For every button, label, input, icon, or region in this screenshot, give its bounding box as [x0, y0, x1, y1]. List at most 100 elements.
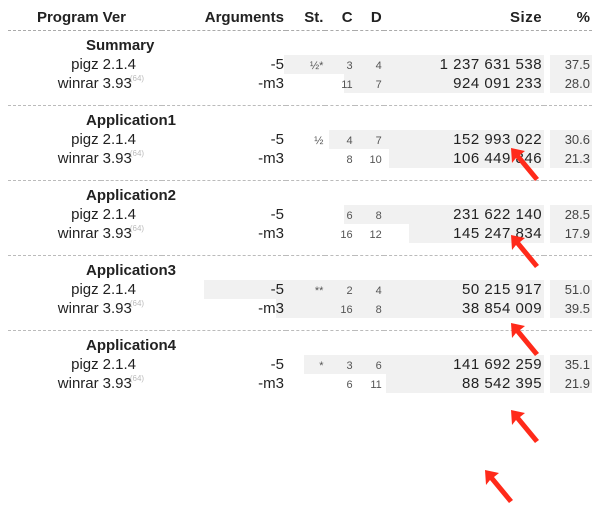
cell-st: **	[286, 280, 326, 299]
cell-arg: -m3	[162, 74, 286, 93]
cell-pct: 28.0	[544, 74, 592, 93]
arrow-icon	[511, 410, 539, 443]
group-title: Summary	[8, 31, 592, 55]
cell-pct: 30.6	[544, 130, 592, 149]
cell-d: 4	[355, 55, 384, 74]
cell-c: 3	[325, 55, 354, 74]
cell-size: 145 247 834	[384, 224, 544, 243]
cell-size: 924 091 233	[384, 74, 544, 93]
cell-arg: -5	[162, 130, 286, 149]
cell-pct: 21.9	[544, 374, 592, 393]
cell-st	[286, 149, 326, 168]
cell-c: 6	[325, 374, 354, 393]
cell-size: 106 449 846	[384, 149, 544, 168]
data-row: pigz2.1.4-5½47152 993 02230.6	[8, 130, 592, 149]
cell-st	[286, 224, 326, 243]
cell-d: 8	[355, 299, 384, 318]
cell-program: pigz	[8, 355, 101, 374]
cell-pct: 35.1	[544, 355, 592, 374]
group-title-row: Application3	[8, 256, 592, 280]
cell-ver: 2.1.4	[101, 55, 162, 74]
cell-size: 50 215 917	[384, 280, 544, 299]
cell-d: 7	[355, 74, 384, 93]
cell-program: pigz	[8, 55, 101, 74]
cell-size: 152 993 022	[384, 130, 544, 149]
data-row: winrar3.93(64)-m3 810106 449 84621.3	[8, 149, 592, 168]
data-row: winrar3.93(64)-m316838 854 00939.5	[8, 299, 592, 318]
cell-ver: 3.93(64)	[101, 224, 162, 243]
cell-st: ½	[286, 130, 326, 149]
group-gap	[8, 318, 592, 331]
data-row: winrar3.93(64)-m3117924 091 23328.0	[8, 74, 592, 93]
cell-ver: 2.1.4	[101, 355, 162, 374]
cell-c: 8	[325, 149, 354, 168]
cell-c: 2	[325, 280, 354, 299]
cell-program: pigz	[8, 280, 101, 299]
cell-arg: -5	[162, 205, 286, 224]
col-c: C	[325, 8, 354, 31]
cell-pct: 37.5	[544, 55, 592, 74]
cell-ver: 2.1.4	[101, 205, 162, 224]
data-row: pigz2.1.4-5½*341 237 631 53837.5	[8, 55, 592, 74]
arrow-icon	[485, 470, 513, 503]
cell-pct: 21.3	[544, 149, 592, 168]
cell-d: 4	[355, 280, 384, 299]
cell-st	[286, 74, 326, 93]
group-gap	[8, 93, 592, 106]
data-row: winrar3.93(64)-m361188 542 39521.9	[8, 374, 592, 393]
header-row: Program Ver Arguments St. C D Size %	[8, 8, 592, 31]
group-title-row: Application4	[8, 331, 592, 355]
cell-program: winrar	[8, 74, 101, 93]
cell-program: pigz	[8, 205, 101, 224]
cell-size: 231 622 140	[384, 205, 544, 224]
group-title: Application2	[8, 181, 592, 205]
cell-c: 16	[325, 224, 354, 243]
cell-c: 16	[325, 299, 354, 318]
cell-ver: 2.1.4	[101, 130, 162, 149]
group-title-row: Application2	[8, 181, 592, 205]
col-d: D	[355, 8, 384, 31]
cell-size: 141 692 259	[384, 355, 544, 374]
group-title: Application4	[8, 331, 592, 355]
cell-st: ½*	[286, 55, 326, 74]
cell-arg: -m3	[162, 149, 286, 168]
cell-st	[286, 205, 326, 224]
group-title-row: Summary	[8, 31, 592, 55]
cell-ver: 3.93(64)	[101, 374, 162, 393]
cell-d: 10	[355, 149, 384, 168]
data-row: winrar3.93(64)-m3 1612145 247 83417.9	[8, 224, 592, 243]
cell-d: 12	[355, 224, 384, 243]
col-program: Program	[8, 8, 101, 31]
cell-pct: 28.5	[544, 205, 592, 224]
cell-c: 4	[325, 130, 354, 149]
group-title: Application1	[8, 106, 592, 130]
col-arguments: Arguments	[162, 8, 286, 31]
cell-ver: 3.93(64)	[101, 149, 162, 168]
group-gap	[8, 243, 592, 256]
cell-size: 38 854 009	[384, 299, 544, 318]
col-size: Size	[384, 8, 544, 31]
cell-size: 1 237 631 538	[384, 55, 544, 74]
group-gap	[8, 168, 592, 181]
cell-arg: -m3	[162, 224, 286, 243]
cell-ver: 3.93(64)	[101, 299, 162, 318]
col-ver: Ver	[101, 8, 162, 31]
cell-program: winrar	[8, 374, 101, 393]
group-title: Application3	[8, 256, 592, 280]
cell-c: 6	[325, 205, 354, 224]
data-row: pigz2.1.4-5**2450 215 91751.0	[8, 280, 592, 299]
cell-program: winrar	[8, 299, 101, 318]
cell-d: 6	[355, 355, 384, 374]
cell-d: 11	[355, 374, 384, 393]
cell-program: winrar	[8, 149, 101, 168]
data-row: pigz2.1.4-5*36141 692 25935.1	[8, 355, 592, 374]
cell-st	[286, 374, 326, 393]
cell-d: 8	[355, 205, 384, 224]
cell-d: 7	[355, 130, 384, 149]
cell-size: 88 542 395	[384, 374, 544, 393]
cell-pct: 17.9	[544, 224, 592, 243]
cell-arg: -m3	[162, 299, 286, 318]
group-title-row: Application1	[8, 106, 592, 130]
cell-program: winrar	[8, 224, 101, 243]
benchmark-table: Program Ver Arguments St. C D Size % Sum…	[8, 8, 592, 405]
